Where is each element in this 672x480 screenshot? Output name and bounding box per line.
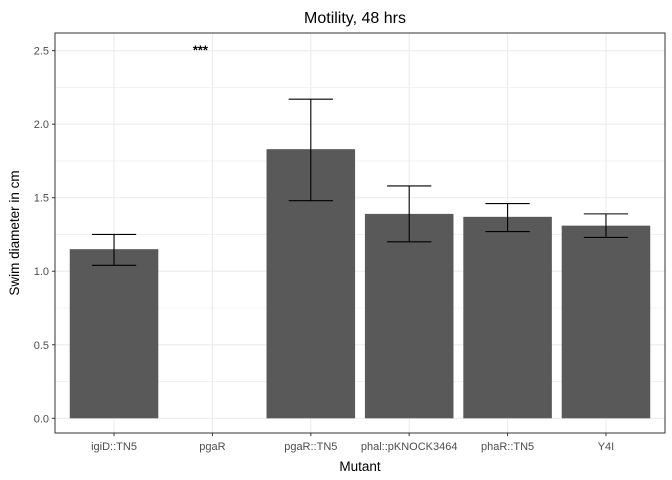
bar <box>364 213 454 419</box>
x-tick-label: Y4I <box>598 441 615 453</box>
error-bar <box>91 233 137 266</box>
x-tick-label: phal::pKNOCK3464 <box>361 441 458 453</box>
x-tick-label: phaR::TN5 <box>481 441 534 453</box>
error-bar <box>485 203 530 233</box>
y-tick-label: 0.0 <box>34 413 49 425</box>
y-tick-label: 1.0 <box>34 266 49 278</box>
significance-annotation: *** <box>193 43 209 58</box>
chart-title: Motility, 48 hrs <box>304 10 406 27</box>
annotations: *** <box>193 43 209 58</box>
y-axis-ticks: 0.0 0.5 1.0 1.5 2.0 2.5 <box>34 46 55 425</box>
y-axis-title: Swim diameter in cm <box>7 170 22 295</box>
x-tick-label: pgaR <box>199 441 225 453</box>
error-bar <box>288 98 333 202</box>
x-axis-ticks: igiD::TN5 pgaR pgaR::TN5 phal::pKNOCK3464 ph… <box>91 433 614 453</box>
x-tick-label: pgaR::TN5 <box>284 441 337 453</box>
bar <box>463 216 552 419</box>
y-tick-label: 1.5 <box>34 193 49 205</box>
x-axis-title: Mutant <box>339 459 381 474</box>
x-tick-label: igiD::TN5 <box>91 441 137 453</box>
plot-panel-border <box>54 32 666 434</box>
error-bar <box>387 185 432 243</box>
y-tick-label: 0.5 <box>34 340 49 352</box>
bars <box>69 149 651 419</box>
y-tick-label: 2.5 <box>34 46 49 58</box>
bar <box>69 249 159 419</box>
bar <box>561 225 651 419</box>
error-bar <box>583 213 629 238</box>
y-tick-label: 2.0 <box>34 119 49 131</box>
error-bars <box>91 98 629 266</box>
